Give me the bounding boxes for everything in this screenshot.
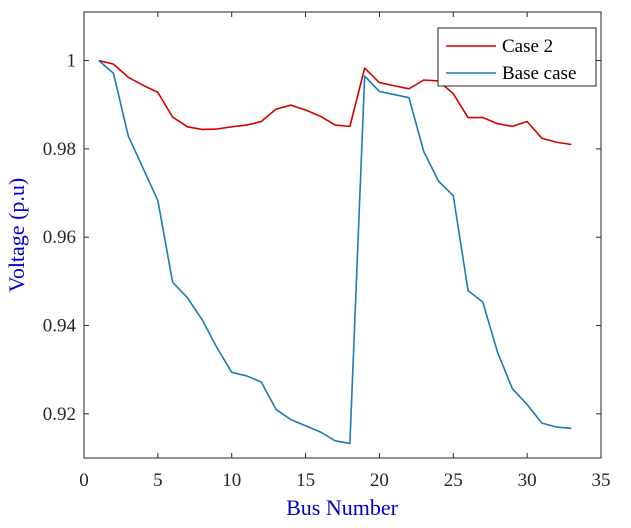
- y-tick-label: 0.98: [43, 139, 76, 160]
- x-tick-label: 25: [444, 470, 463, 491]
- y-tick-label: 0.92: [43, 404, 76, 425]
- y-tick-label: 0.94: [43, 316, 77, 337]
- legend-box: [437, 27, 597, 87]
- axes-layer: [83, 11, 602, 459]
- y-axis-label: Voltage (p.u): [4, 178, 29, 292]
- x-tick-label: 0: [79, 470, 89, 491]
- x-tick-label: 10: [222, 470, 241, 491]
- x-tick-label: 20: [370, 470, 389, 491]
- legend: Case 2 Base case: [437, 27, 597, 87]
- series-line-base-case: [98, 59, 572, 445]
- x-tick-label: 30: [518, 470, 537, 491]
- legend-label-base-case: Base case: [502, 63, 576, 84]
- series-layer: [98, 59, 572, 445]
- legend-label-case-2: Case 2: [502, 36, 553, 57]
- y-tick-label: 1: [67, 51, 77, 72]
- x-tick-label: 15: [296, 470, 315, 491]
- x-axis-label: Bus Number: [286, 495, 399, 520]
- y-tick-label: 0.96: [43, 227, 76, 248]
- x-tick-label: 35: [592, 470, 611, 491]
- series-line-case-2: [98, 59, 572, 146]
- ticks-layer: 0 5 10 15 20 25 30 35 0.92 0.94 0.96 0.98 1: [43, 12, 611, 491]
- axes-frame: [83, 11, 602, 459]
- x-tick-label: 5: [153, 470, 163, 491]
